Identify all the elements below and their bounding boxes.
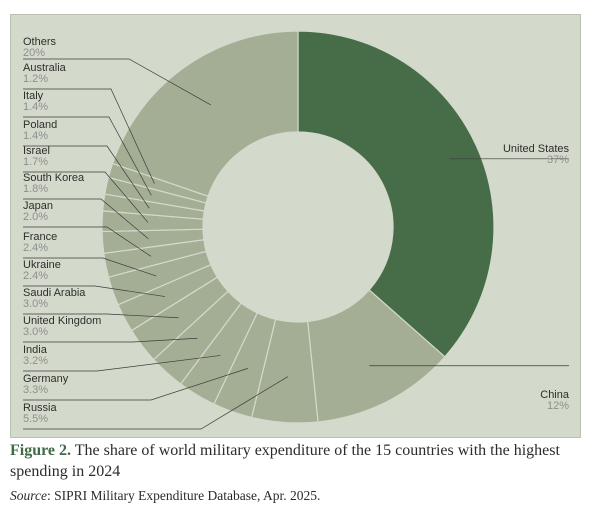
value-label-south-korea: 1.8% (23, 183, 48, 195)
leader-line-russia (23, 376, 288, 430)
value-label-germany: 3.3% (23, 384, 48, 396)
value-label-israel: 1.7% (23, 156, 48, 168)
caption-text: The share of world military expenditure … (10, 442, 560, 480)
value-label-others: 20% (23, 47, 45, 59)
label-india: India (23, 344, 48, 356)
label-united-states: United States (503, 143, 570, 155)
leader-line-south-korea (23, 198, 149, 240)
slices (101, 30, 495, 424)
source-label: Source (10, 488, 47, 503)
label-germany: Germany (23, 373, 69, 385)
label-russia: Russia (23, 402, 58, 414)
label-ukraine: Ukraine (23, 259, 61, 271)
label-australia: Australia (23, 62, 67, 74)
value-label-france: 2.4% (23, 242, 48, 254)
value-label-saudi-arabia: 3.0% (23, 298, 48, 310)
label-south-korea: South Korea (23, 172, 85, 184)
value-label-united-states: 37% (547, 154, 569, 166)
leader-line-india (23, 355, 221, 372)
value-label-russia: 5.5% (23, 413, 48, 425)
leader-line-israel (23, 171, 149, 223)
slice-others (111, 30, 299, 197)
slice-united-states (297, 30, 495, 358)
caption-label: Figure 2. (10, 442, 72, 459)
label-italy: Italy (23, 90, 44, 102)
value-label-ukraine: 2.4% (23, 270, 48, 282)
donut-hole (203, 132, 393, 322)
source-text: : SIPRI Military Expenditure Database, A… (47, 488, 321, 503)
leader-line-germany (23, 368, 248, 401)
chart-panel: United States 37% China 12% Russia 5.5% German… (10, 14, 581, 438)
value-label-japan: 2.0% (23, 211, 48, 223)
leader-line-australia (23, 88, 155, 184)
figure-caption: Figure 2. The share of world military ex… (10, 440, 590, 482)
label-others: Others (23, 36, 57, 48)
leader-line-ukraine (23, 285, 166, 297)
value-label-united-kingdom: 3.0% (23, 326, 48, 338)
value-label-india: 3.2% (23, 355, 48, 367)
leader-line-others (23, 58, 211, 106)
leader-line-saudi-arabia (23, 313, 179, 319)
label-saudi-arabia: Saudi Arabia (23, 287, 86, 299)
label-united-kingdom: United Kingdom (23, 315, 101, 327)
leader-line-italy (23, 116, 152, 196)
value-label-poland: 1.4% (23, 130, 48, 142)
label-china: China (540, 389, 570, 401)
label-france: France (23, 231, 57, 243)
value-label-china: 12% (547, 400, 569, 412)
value-label-italy: 1.4% (23, 101, 48, 113)
label-japan: Japan (23, 200, 53, 212)
leader-line-france (23, 257, 157, 277)
source-note: Source: SIPRI Military Expenditure Datab… (10, 488, 320, 504)
label-poland: Poland (23, 119, 57, 131)
leader-line-poland (23, 145, 150, 209)
leader-lines (23, 58, 569, 430)
leader-line-united-kingdom (23, 337, 198, 343)
leader-line-japan (23, 226, 152, 257)
label-israel: Israel (23, 145, 50, 157)
value-label-australia: 1.2% (23, 73, 48, 85)
